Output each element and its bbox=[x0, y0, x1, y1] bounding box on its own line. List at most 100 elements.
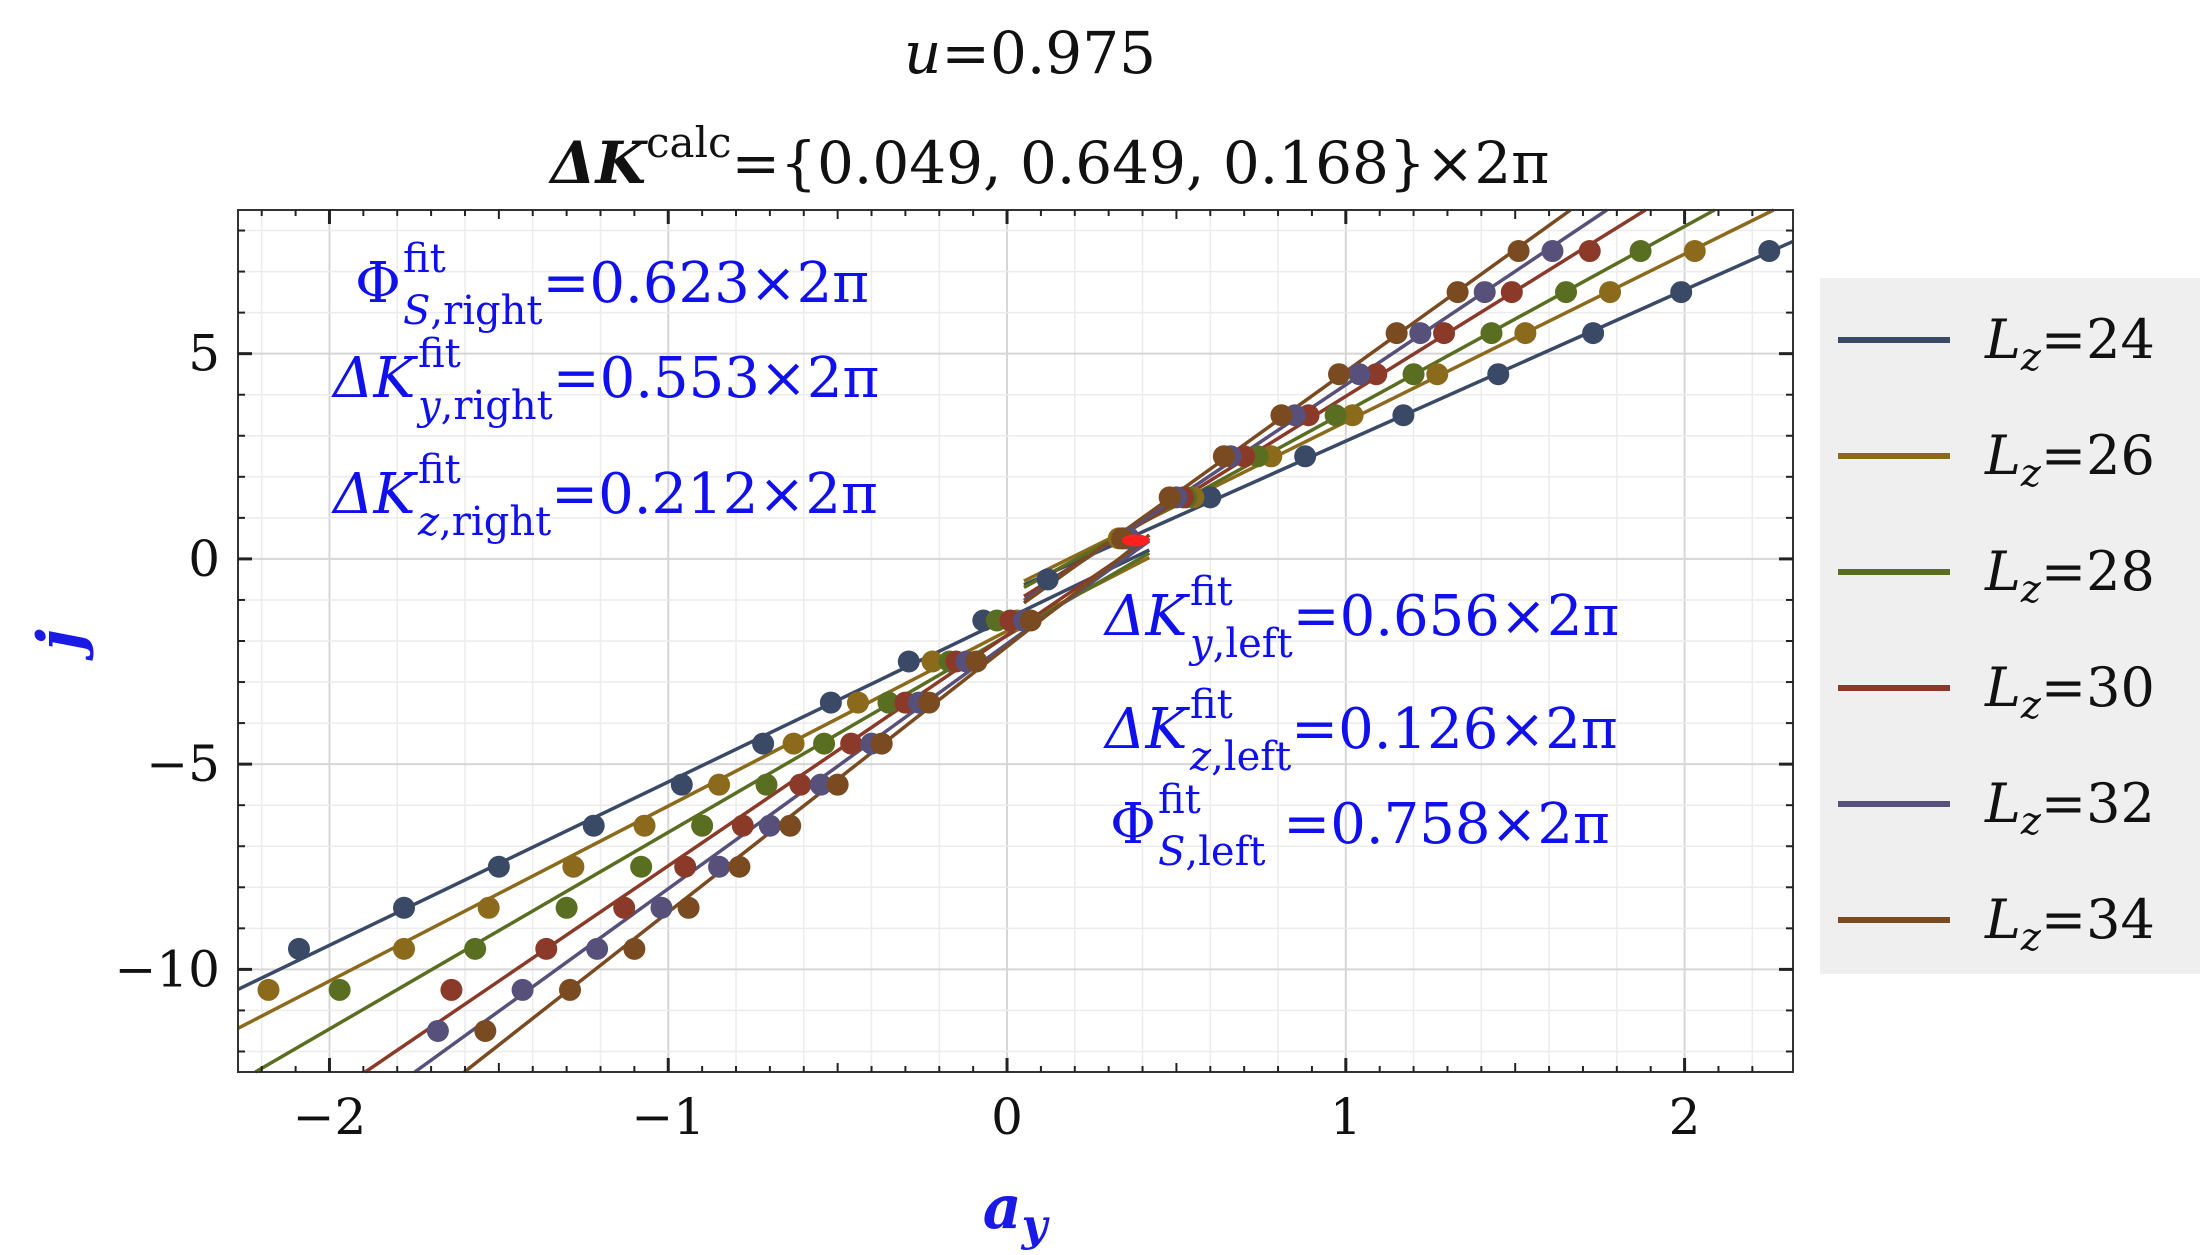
data-point bbox=[1683, 240, 1706, 263]
data-point bbox=[623, 937, 646, 960]
data-point bbox=[582, 814, 605, 837]
data-point bbox=[1426, 363, 1449, 386]
data-point bbox=[1480, 322, 1503, 345]
data-point bbox=[870, 732, 893, 755]
data-point bbox=[562, 855, 585, 878]
fit-annotation: ΔKfit z,right=0.212×2π bbox=[331, 447, 878, 545]
data-point bbox=[809, 773, 832, 796]
data-point bbox=[670, 773, 693, 796]
data-point bbox=[752, 732, 775, 755]
x-tick-label: 1 bbox=[1330, 1088, 1362, 1146]
data-point bbox=[1324, 404, 1347, 427]
data-point bbox=[1514, 322, 1537, 345]
data-point bbox=[1365, 363, 1388, 386]
data-point bbox=[555, 896, 578, 919]
data-point bbox=[328, 978, 351, 1001]
data-point bbox=[1158, 486, 1181, 509]
data-point bbox=[633, 814, 656, 837]
data-point bbox=[877, 691, 900, 714]
data-point bbox=[813, 732, 836, 755]
data-point bbox=[1036, 568, 1059, 591]
data-point bbox=[1212, 445, 1235, 468]
data-point bbox=[677, 896, 700, 919]
data-point bbox=[728, 855, 751, 878]
fit-annotation: ΔKfit z,left=0.126×2π bbox=[1103, 682, 1618, 780]
data-point bbox=[511, 978, 534, 1001]
data-point bbox=[1385, 322, 1408, 345]
chart-title-line1: u=0.975 bbox=[904, 19, 1156, 87]
data-point bbox=[1392, 404, 1415, 427]
y-tick-label: 5 bbox=[188, 325, 220, 383]
data-point bbox=[535, 937, 558, 960]
legend-label: Lz=32 bbox=[1984, 772, 2155, 843]
data-point bbox=[826, 773, 849, 796]
data-point bbox=[559, 978, 582, 1001]
data-point bbox=[474, 1019, 497, 1042]
data-point bbox=[1402, 363, 1425, 386]
x-tick-label: −1 bbox=[631, 1088, 705, 1146]
data-point bbox=[921, 650, 944, 673]
data-point bbox=[965, 650, 988, 673]
data-point bbox=[630, 855, 653, 878]
data-point bbox=[1555, 281, 1578, 304]
chart-title-line2: ΔKcalc={0.049, 0.649, 0.168}×2π bbox=[548, 118, 1550, 197]
data-point bbox=[650, 896, 673, 919]
data-point bbox=[1500, 281, 1523, 304]
y-tick-label: −5 bbox=[146, 735, 220, 793]
data-point bbox=[1199, 486, 1222, 509]
data-point bbox=[440, 978, 463, 1001]
legend-label: Lz=24 bbox=[1984, 308, 2155, 379]
data-point bbox=[1507, 240, 1530, 263]
grid-lines bbox=[238, 210, 1793, 1072]
data-point bbox=[1341, 404, 1364, 427]
data-point bbox=[1541, 240, 1564, 263]
data-point bbox=[1294, 445, 1317, 468]
data-point bbox=[1758, 240, 1781, 263]
data-point bbox=[846, 691, 869, 714]
data-point bbox=[464, 937, 487, 960]
data-point bbox=[758, 814, 781, 837]
data-point bbox=[789, 773, 812, 796]
data-point bbox=[1019, 609, 1042, 632]
y-tick-label: 0 bbox=[188, 530, 220, 588]
data-point bbox=[782, 732, 805, 755]
data-point bbox=[257, 978, 280, 1001]
data-point bbox=[1409, 322, 1432, 345]
data-point bbox=[586, 937, 609, 960]
data-point bbox=[1487, 363, 1510, 386]
legend-label: Lz=34 bbox=[1984, 888, 2155, 959]
data-point bbox=[755, 773, 778, 796]
data-point bbox=[1670, 281, 1693, 304]
legend: Lz=24 Lz=26 Lz=28 Lz=30 Lz=32 Lz=34 bbox=[1838, 308, 2155, 959]
data-point bbox=[897, 650, 920, 673]
legend-label: Lz=30 bbox=[1984, 656, 2155, 727]
data-point bbox=[393, 937, 416, 960]
data-point bbox=[1270, 404, 1293, 427]
data-point bbox=[918, 691, 941, 714]
data-point bbox=[1433, 322, 1456, 345]
legend-label: Lz=26 bbox=[1984, 424, 2155, 495]
data-point bbox=[426, 1019, 449, 1042]
data-point bbox=[708, 855, 731, 878]
fit-annotation: ΔKfit y,left=0.656×2π bbox=[1103, 569, 1619, 667]
y-axis-label: j bbox=[25, 629, 95, 661]
fit-annotation: ΔKfit y,right=0.553×2π bbox=[331, 331, 879, 429]
fit-annotation: Φfit S,right=0.623×2π bbox=[355, 236, 869, 334]
data-point bbox=[287, 937, 310, 960]
data-point bbox=[819, 691, 842, 714]
data-point bbox=[1629, 240, 1652, 263]
data-point bbox=[1578, 240, 1601, 263]
data-point bbox=[691, 814, 714, 837]
data-point bbox=[1328, 363, 1351, 386]
tick-labels: −2 −1 0 1 2−10−505 bbox=[114, 325, 1700, 1146]
data-point bbox=[731, 814, 754, 837]
data-point bbox=[1348, 363, 1371, 386]
data-point bbox=[708, 773, 731, 796]
data-point bbox=[1473, 281, 1496, 304]
data-point bbox=[477, 896, 500, 919]
x-tick-label: 2 bbox=[1669, 1088, 1701, 1146]
data-point bbox=[613, 896, 636, 919]
x-axis-label: ay bbox=[983, 1173, 1051, 1251]
data-point bbox=[840, 732, 863, 755]
data-point bbox=[393, 896, 416, 919]
